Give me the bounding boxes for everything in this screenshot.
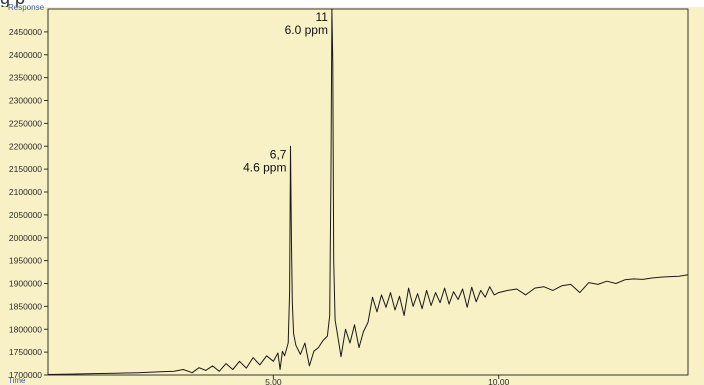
y-tick-label: 1900000 bbox=[9, 279, 42, 289]
peak-label-peak-11: 11 bbox=[315, 10, 328, 24]
y-tick-label: 2050000 bbox=[9, 210, 42, 220]
y-tick-label: 2300000 bbox=[9, 96, 42, 106]
y-tick-label: 2250000 bbox=[9, 118, 42, 128]
y-axis-label: Response bbox=[8, 3, 45, 12]
y-tick-label: 1850000 bbox=[9, 301, 42, 311]
y-tick-label: 2350000 bbox=[9, 73, 42, 83]
y-tick-label: 2150000 bbox=[9, 164, 42, 174]
y-tick-label: 1950000 bbox=[9, 256, 42, 266]
y-tick-label: 2450000 bbox=[9, 27, 42, 37]
peak-concentration-peak-6-7: 4.6 ppm bbox=[243, 160, 286, 174]
cropped-title-bar: g p bbox=[0, 0, 704, 7]
y-tick-label: 2100000 bbox=[9, 187, 42, 197]
peak-annotations: 6,74.6 ppm 116.0 ppm bbox=[243, 10, 328, 174]
y-tick-label: 1800000 bbox=[9, 324, 42, 334]
y-tick-label: 1750000 bbox=[9, 347, 42, 357]
chromatogram-trace-group bbox=[47, 8, 689, 375]
peak-label-peak-6-7: 6,7 bbox=[270, 147, 287, 161]
peak-concentration-peak-11: 6.0 ppm bbox=[285, 23, 328, 37]
y-tick-label: 1700000 bbox=[9, 370, 42, 380]
y-tick-label: 2400000 bbox=[9, 50, 42, 60]
y-tick-label: 2200000 bbox=[9, 141, 42, 151]
chromatogram-trace bbox=[47, 8, 689, 375]
y-tick-label: 2000000 bbox=[9, 233, 42, 243]
x-axis-label: Time bbox=[8, 376, 26, 385]
y-axis: 1700000 1750000 1800000 1850000 1900000 19500… bbox=[9, 27, 48, 380]
cropped-title-text: g p bbox=[0, 0, 25, 7]
x-tick-label: 10.00 bbox=[488, 377, 510, 385]
x-tick-label: 5.00 bbox=[265, 377, 282, 385]
x-axis: 5.00 10.00 bbox=[265, 375, 510, 385]
